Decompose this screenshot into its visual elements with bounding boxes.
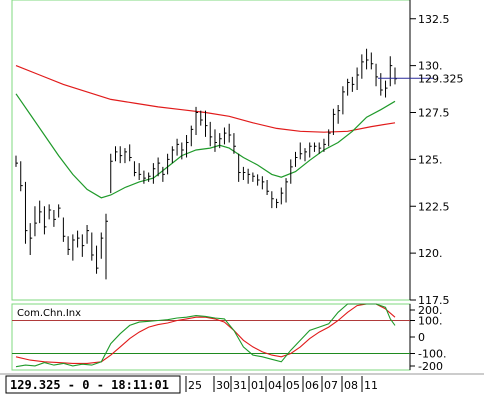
- oscillator-tick-label: 200.: [418, 304, 443, 317]
- date-axis-label: 04: [268, 379, 282, 392]
- price-tick-label: 122.5: [418, 200, 450, 213]
- date-axis-label: 25: [188, 379, 202, 392]
- date-axis-label: 01: [251, 379, 265, 392]
- status-readout-box: [5, 375, 181, 394]
- date-axis-label: 30: [216, 379, 230, 392]
- status-readout: 129.325 - 0 - 18:11:01: [10, 378, 169, 392]
- price-tick-label: 130.: [418, 60, 443, 73]
- price-tick-label: 117.5: [418, 294, 450, 307]
- oscillator-tick-label: 0: [418, 331, 425, 344]
- price-tick-label: 120.: [418, 247, 443, 260]
- oscillator-signal-line: [15, 303, 396, 364]
- oscillator-tick-label: -200: [418, 360, 443, 373]
- date-axis-label: 11: [364, 379, 378, 392]
- date-axis-label: 05: [286, 379, 300, 392]
- moving-average-short-line: [15, 93, 396, 199]
- price-tick-label: 132.5: [418, 13, 450, 26]
- date-axis-label: 06: [305, 379, 319, 392]
- last-price-label: 129.325: [418, 72, 464, 85]
- date-axis-label: 31: [233, 379, 247, 392]
- oscillator-line: [15, 303, 396, 368]
- price-tick-label: 127.5: [418, 107, 450, 120]
- price-tick-label: 125.: [418, 153, 443, 166]
- price-pane-frame: [11, 0, 411, 301]
- oscillator-tick-label: 100.: [418, 315, 443, 328]
- date-axis-label: 08: [344, 379, 358, 392]
- date-axis-label: 07: [324, 379, 338, 392]
- oscillator-name: Com.Chn.Inx: [17, 308, 81, 319]
- oscillator-tick-label: -100.: [418, 348, 446, 361]
